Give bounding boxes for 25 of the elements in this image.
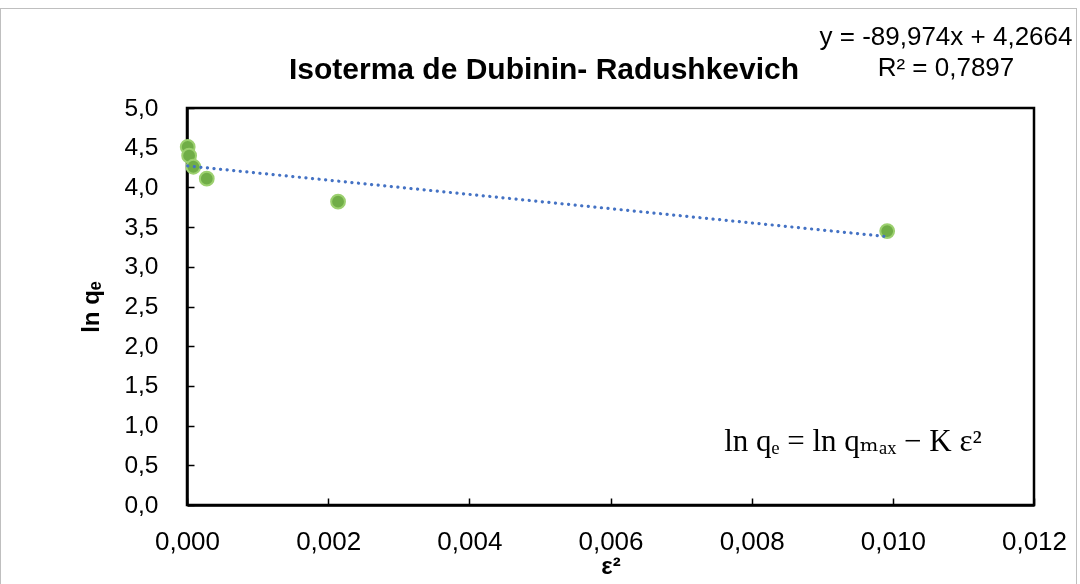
point (198, 170, 215, 187)
point (879, 223, 896, 239)
x-tick-label: 0,008 (719, 525, 785, 556)
text: R² = 0,7897 (877, 52, 1015, 82)
y-tick-label: 1,5 (124, 371, 159, 399)
y-tick-label: 4,5 (124, 133, 159, 161)
y-tick-label: 2,5 (124, 292, 159, 319)
x-tick-label: 0,000 (154, 525, 221, 556)
y-tick-label: 1,0 (124, 411, 159, 439)
x-tick-label: 0,002 (296, 525, 362, 556)
point (330, 193, 346, 210)
y-tick-label: 0,5 (124, 450, 159, 478)
x-tick-label: 0,012 (1001, 525, 1068, 556)
y-tick-label: 3,0 (124, 252, 159, 280)
annotation: ln qₑ = ln qₘₐₓ − K ε² (724, 423, 982, 458)
y-tick-label: 0,0 (124, 490, 159, 518)
y-axis-title: ln qₑ (77, 281, 105, 333)
x-tick-label: 0,010 (860, 525, 926, 556)
chart-title: Isoterma de Dubinin- Radushkevich (288, 52, 800, 85)
text: y = -89,974x + 4,2664 (819, 21, 1073, 51)
y-tick-label: 3,5 (124, 212, 159, 240)
y-tick-label: 2,0 (124, 331, 159, 359)
y-tick-label: 4,0 (124, 172, 159, 200)
y-tick-label: 5,0 (124, 93, 159, 121)
x-tick-label: 0,004 (437, 525, 503, 556)
